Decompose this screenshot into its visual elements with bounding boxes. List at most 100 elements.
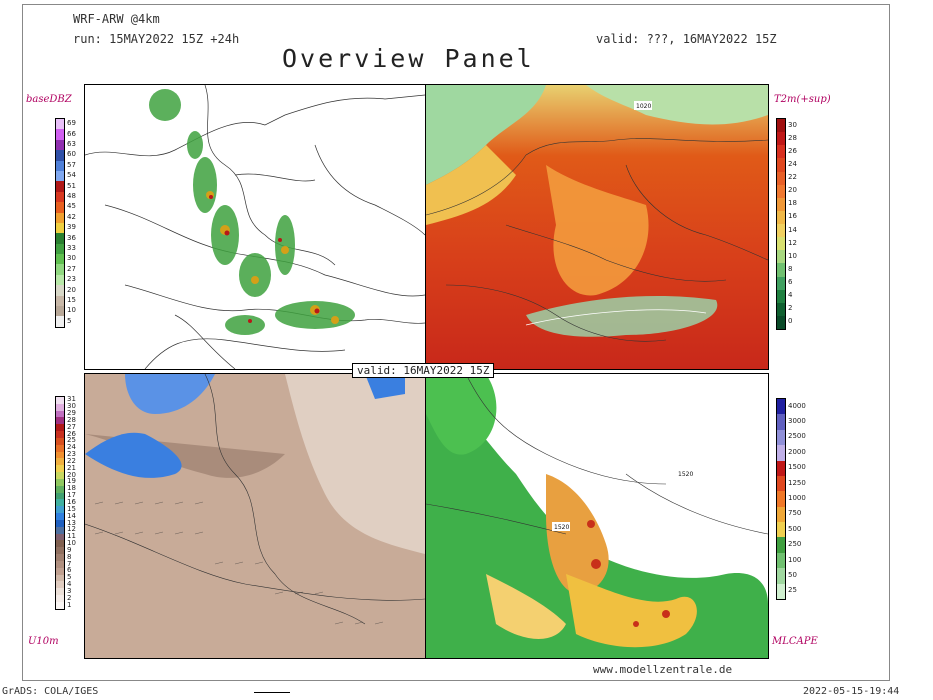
colorbar-tick-label: 10 bbox=[67, 539, 76, 548]
colorbar-tick-label: 22 bbox=[788, 173, 797, 182]
colorbar-segment bbox=[777, 491, 785, 507]
colorbar-tick-label: 6 bbox=[788, 278, 793, 287]
colorbar-tick-label: 36 bbox=[67, 233, 76, 242]
reference-arrow-icon bbox=[254, 692, 290, 693]
colorbar-tick-label: 42 bbox=[67, 212, 76, 221]
colorbar-segment bbox=[777, 145, 785, 159]
colorbar-tick-label: 5 bbox=[67, 316, 72, 325]
colorbar-segment bbox=[777, 583, 785, 599]
colorbar-segment bbox=[56, 581, 64, 589]
website: www.modellzentrale.de bbox=[593, 663, 733, 676]
panel-u10m bbox=[84, 373, 426, 659]
colorbar-dbz bbox=[55, 118, 65, 328]
panel-base-dbz bbox=[84, 84, 426, 370]
colorbar-segment bbox=[56, 410, 64, 418]
colorbar-tick-label: 33 bbox=[67, 244, 76, 252]
colorbar-tick-label: 2 bbox=[67, 593, 72, 602]
colorbar-tick-label: 1500 bbox=[788, 463, 806, 472]
colorbar-tick-label: 8 bbox=[788, 264, 793, 273]
colorbar-segment bbox=[56, 478, 64, 486]
colorbar-segment bbox=[56, 451, 64, 459]
colorbar-tick-label: 18 bbox=[67, 484, 76, 493]
colorbar-tick-label: 69 bbox=[67, 119, 76, 128]
colorbar-segment bbox=[56, 233, 64, 244]
colorbar-tick-label: 7 bbox=[67, 559, 72, 568]
colorbar-segment bbox=[56, 285, 64, 296]
colorbar-tick-label: 60 bbox=[67, 150, 76, 159]
wind-map bbox=[85, 374, 425, 658]
colorbar-segment bbox=[56, 139, 64, 151]
cape-label: 1520 bbox=[554, 524, 569, 531]
colorbar-tick-label: 5 bbox=[67, 573, 72, 582]
colorbar-segment bbox=[56, 574, 64, 582]
colorbar-segment bbox=[56, 306, 64, 317]
colorbar-segment bbox=[777, 460, 785, 476]
colorbar-tick-label: 20 bbox=[67, 470, 76, 479]
colorbar-tick-label: 22 bbox=[67, 456, 76, 465]
colorbar-tick-label: 15 bbox=[67, 504, 76, 513]
colorbar-tick-label: 48 bbox=[67, 192, 76, 200]
colorbar-tick-label: 57 bbox=[67, 160, 76, 169]
colorbar-tick-label: 12 bbox=[67, 525, 76, 534]
colorbar-tick-label: 30 bbox=[788, 120, 797, 129]
colorbar-segment bbox=[56, 431, 64, 438]
center-valid-label: valid: 16MAY2022 15Z bbox=[352, 363, 495, 378]
colorbar-tick-label: 1000 bbox=[788, 494, 806, 502]
colorbar-segment bbox=[56, 526, 64, 534]
colorbar-tick-label: 18 bbox=[788, 199, 797, 208]
colorbar-tick-label: 4 bbox=[67, 580, 72, 589]
colorbar-tick-label: 23 bbox=[67, 450, 76, 459]
colorbar-segment bbox=[56, 588, 64, 596]
colorbar-segment bbox=[777, 263, 785, 277]
temperature-map: 1020 bbox=[426, 85, 768, 369]
colorbar-segment bbox=[777, 289, 785, 303]
colorbar-segment bbox=[777, 475, 785, 492]
colorbar-segment bbox=[777, 522, 785, 538]
cape-map: 1520 1520 bbox=[426, 374, 768, 658]
colorbar-segment bbox=[777, 210, 785, 224]
colorbar-segment bbox=[777, 552, 785, 569]
model-name: WRF-ARW @4km bbox=[73, 12, 160, 26]
colorbar-segment bbox=[56, 181, 64, 192]
colorbar-tick-label: 13 bbox=[67, 518, 76, 527]
colorbar-tick-label: 500 bbox=[788, 524, 802, 533]
colorbar-segment bbox=[56, 191, 64, 203]
colorbar-segment bbox=[777, 184, 785, 198]
colorbar-tick-label: 30 bbox=[67, 254, 76, 263]
colorbar-tick-label: 0 bbox=[788, 317, 793, 326]
colorbar-tick-label: 3 bbox=[67, 586, 72, 595]
colorbar-tick-label: 25 bbox=[67, 436, 76, 445]
colorbar-segment bbox=[56, 519, 64, 527]
colorbar-segment bbox=[56, 150, 64, 161]
colorbar-tick-label: 31 bbox=[67, 395, 76, 404]
colorbar-tick-label: 12 bbox=[788, 238, 797, 247]
colorbar-segment bbox=[56, 129, 64, 140]
colorbar-segment bbox=[777, 399, 785, 415]
colorbar-segment bbox=[56, 417, 64, 425]
radar-map bbox=[85, 85, 425, 369]
colorbar-segment bbox=[56, 560, 64, 568]
colorbar-segment bbox=[777, 315, 785, 329]
colorbar-tick-label: 26 bbox=[67, 429, 76, 438]
colorbar-segment bbox=[777, 568, 785, 584]
colorbar-tick-label: 20 bbox=[788, 186, 797, 195]
colorbar-segment bbox=[56, 243, 64, 255]
colorbar-tick-label: 28 bbox=[788, 133, 797, 142]
colorbar-tick-label: 10 bbox=[67, 306, 76, 315]
colorbar-segment bbox=[56, 458, 64, 466]
colorbar-tick-label: 6 bbox=[67, 566, 72, 575]
label-base-dbz: baseDBZ bbox=[26, 94, 72, 105]
label-t2m: T2m(+sup) bbox=[774, 94, 831, 105]
colorbar-tick-label: 4 bbox=[788, 291, 793, 300]
colorbar-tick-label: 8 bbox=[67, 552, 72, 561]
colorbar-tick-label: 11 bbox=[67, 532, 76, 541]
colorbar-segment bbox=[777, 158, 785, 172]
colorbar-tick-label: 39 bbox=[67, 223, 76, 232]
colorbar-u10m bbox=[55, 396, 65, 610]
colorbar-segment bbox=[777, 119, 785, 133]
colorbar-segment bbox=[777, 197, 785, 211]
colorbar-tick-label: 27 bbox=[67, 422, 76, 431]
colorbar-segment bbox=[777, 171, 785, 185]
label-mlcape: MLCAPE bbox=[772, 636, 818, 647]
colorbar-segment bbox=[56, 601, 64, 609]
